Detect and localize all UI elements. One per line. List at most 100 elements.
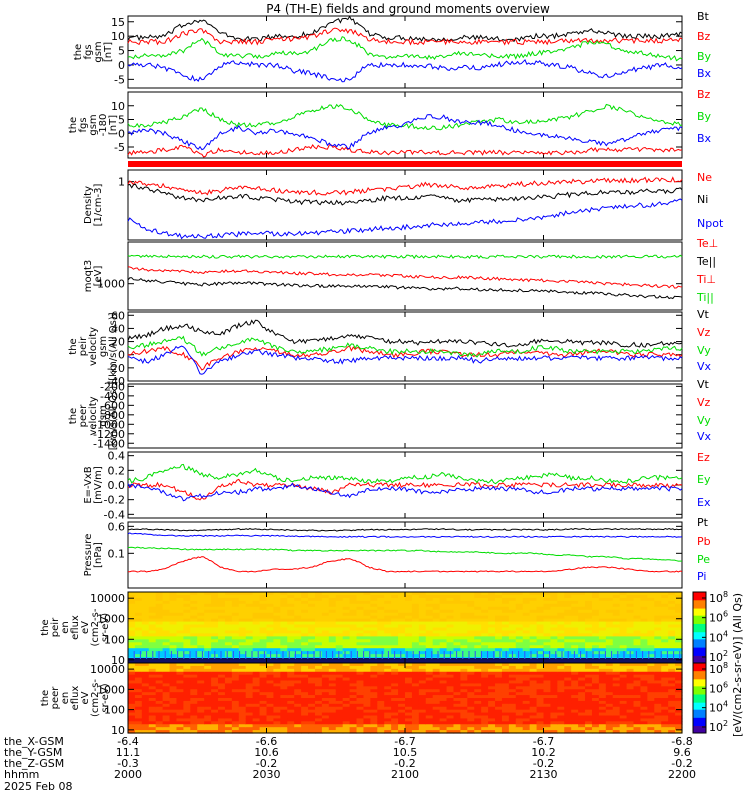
spectrogram-cell [294,718,302,722]
spectrogram-cell [446,642,455,646]
spectrogram-cell [508,600,517,605]
spectrogram-cell [377,606,385,611]
spectrogram-cell [218,718,226,722]
spectrogram-cell [661,700,669,705]
spectrogram-cell [661,609,669,614]
spectrogram-cell [391,698,399,702]
y-axis-label: fgs [78,117,89,132]
spectrogram-cell [190,683,198,687]
spectrogram-cell [557,665,565,670]
spectrogram-cell [585,609,593,614]
spectrogram-cell [543,630,552,635]
y-tick-label: -0.4 [104,508,125,521]
spectrogram-cell [661,692,669,696]
spectrogram-cell [245,665,254,670]
spectrogram-cell [619,654,628,658]
spectrogram-cell [342,609,351,614]
spectrogram-cell [578,592,586,596]
spectrogram-cell [141,700,150,705]
spectrogram-cell [501,612,510,617]
spectrogram-cell [432,592,441,596]
spectrogram-cell [453,689,461,693]
spectrogram-cell [550,663,558,667]
spectrogram-cell [224,630,233,635]
spectrogram-cell [273,715,281,720]
spectrogram-cell [398,651,406,655]
spectrogram-cell [218,665,226,670]
spectrogram-cell [536,651,545,655]
spectrogram-cell [314,700,323,705]
spectrogram-cell [633,674,642,679]
spectrogram-cell [661,671,669,676]
spectrogram-cell [197,633,205,637]
spectrogram-cell [439,645,448,649]
spectrogram-cell [141,612,150,617]
spectrogram-cell [661,615,669,620]
spectrogram-cell [418,642,427,646]
spectrogram-cell [183,621,191,626]
spectrogram-cell [342,668,351,673]
spectrogram-cell [564,594,572,599]
spectrogram-cell [231,663,240,667]
spectrogram-cell [155,603,164,608]
spectrogram-cell [169,609,178,614]
spectrogram-cell [273,663,281,667]
spectrogram-cell [377,689,385,693]
spectrogram-cell [134,665,143,670]
x-tick-label: -6.4 [117,735,138,748]
spectrogram-cell [418,674,427,679]
spectrogram-cell [633,677,642,682]
spectrogram-cell [612,689,621,693]
spectrogram-cell [591,698,600,702]
spectrogram-cell [141,709,150,714]
spectrogram-cell [515,636,524,640]
spectrogram-cell [204,621,212,626]
spectrogram-cell [446,692,455,696]
spectrogram-cell [321,639,330,643]
spectrogram-cell [425,718,434,722]
spectrogram-cell [245,671,254,676]
spectrogram-cell [155,677,164,682]
spectrogram-cell [287,600,295,605]
spectrogram-cell [591,668,600,673]
spectrogram-cell [252,633,261,637]
spectrogram-cell [141,692,150,696]
spectrogram-cell [224,609,233,614]
spectrogram-cell [585,630,593,635]
spectrogram-cell [370,636,378,640]
colorbar-upper-cell [693,647,706,650]
spectrogram-cell [474,727,482,731]
spectrogram-cell [453,709,461,714]
y-axis-label: velocity [88,327,99,366]
spectrogram-cell [418,692,427,696]
spectrogram-cell [259,594,268,599]
spectrogram-cell [162,674,171,679]
spectrogram-cell [543,706,552,711]
spectrogram-cell [633,633,642,637]
spectrogram-cell [280,712,288,717]
spectrogram-cell [349,674,358,679]
spectrogram-cell [321,609,330,614]
spectrogram-cell [405,627,413,632]
colorbar-lower-cell [693,693,706,695]
spectrogram-cell [370,630,378,635]
spectrogram-cell [266,703,275,708]
spectrogram-cell [439,700,448,705]
spectrogram-cell [474,665,482,670]
spectrogram-cell [522,633,531,637]
spectrogram-cell [543,689,552,693]
spectrogram-cell [266,621,275,626]
spectrogram-cell [439,721,448,725]
spectrogram-cell [370,689,378,693]
spectrogram-cell [384,674,392,679]
spectrogram-cell [585,703,593,708]
spectrogram-cell [432,715,441,720]
spectrogram-cell [508,627,517,632]
spectrogram-cell [515,618,524,623]
spectrogram-cell [204,695,212,699]
spectrogram-cell [398,594,406,599]
spectrogram-cell [488,627,496,632]
y-tick-label: 100 [104,633,125,646]
spectrogram-cell [308,703,316,708]
